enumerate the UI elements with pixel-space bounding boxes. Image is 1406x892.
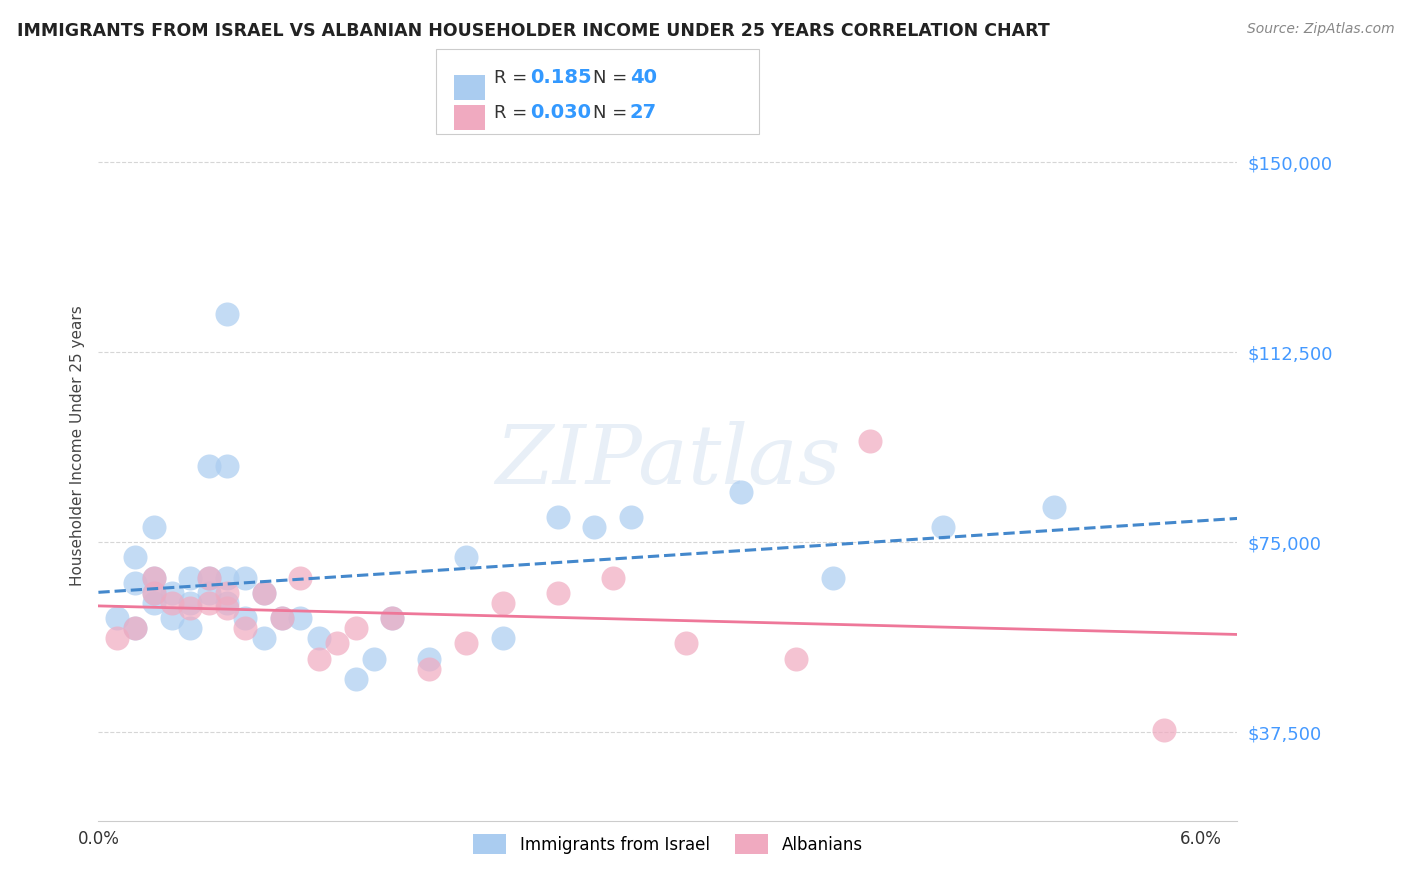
- Point: [271, 611, 294, 625]
- Point: [215, 307, 238, 321]
- Point: [105, 611, 128, 625]
- Point: [418, 662, 440, 676]
- Point: [105, 632, 128, 646]
- Point: [142, 571, 165, 585]
- Point: [235, 621, 257, 635]
- Point: [124, 621, 146, 635]
- Point: [381, 611, 404, 625]
- Point: [215, 571, 238, 585]
- Point: [197, 586, 219, 600]
- Point: [308, 632, 330, 646]
- Point: [381, 611, 404, 625]
- Point: [344, 621, 367, 635]
- Point: [491, 632, 513, 646]
- Point: [197, 459, 219, 474]
- Point: [197, 596, 219, 610]
- Text: 0.185: 0.185: [530, 69, 592, 87]
- Point: [547, 509, 569, 524]
- Point: [547, 586, 569, 600]
- Point: [932, 520, 955, 534]
- Point: [454, 636, 477, 650]
- Point: [124, 550, 146, 565]
- Point: [308, 651, 330, 665]
- Point: [124, 621, 146, 635]
- Point: [583, 520, 606, 534]
- Point: [418, 651, 440, 665]
- Point: [179, 621, 201, 635]
- Y-axis label: Householder Income Under 25 years: Householder Income Under 25 years: [69, 306, 84, 586]
- Point: [823, 571, 845, 585]
- Point: [253, 586, 276, 600]
- Point: [602, 571, 624, 585]
- Point: [363, 651, 385, 665]
- Point: [142, 520, 165, 534]
- Point: [290, 611, 312, 625]
- Text: N =: N =: [593, 69, 633, 87]
- Point: [1042, 500, 1064, 514]
- Point: [142, 586, 165, 600]
- Point: [124, 575, 146, 590]
- Point: [215, 596, 238, 610]
- Point: [491, 596, 513, 610]
- Point: [235, 611, 257, 625]
- Point: [215, 459, 238, 474]
- Point: [675, 636, 697, 650]
- Point: [326, 636, 349, 650]
- Point: [859, 434, 882, 448]
- Point: [253, 632, 276, 646]
- Text: ZIPatlas: ZIPatlas: [495, 421, 841, 501]
- Point: [179, 601, 201, 615]
- Text: 27: 27: [630, 103, 657, 122]
- Text: 40: 40: [630, 69, 657, 87]
- Point: [1153, 723, 1175, 737]
- Point: [271, 611, 294, 625]
- Point: [290, 571, 312, 585]
- Point: [160, 586, 183, 600]
- Point: [454, 550, 477, 565]
- Point: [179, 596, 201, 610]
- Point: [142, 571, 165, 585]
- Point: [142, 596, 165, 610]
- Point: [160, 596, 183, 610]
- Text: N =: N =: [593, 103, 633, 121]
- Text: 0.030: 0.030: [530, 103, 591, 122]
- Point: [730, 484, 752, 499]
- Text: R =: R =: [494, 103, 533, 121]
- Text: IMMIGRANTS FROM ISRAEL VS ALBANIAN HOUSEHOLDER INCOME UNDER 25 YEARS CORRELATION: IMMIGRANTS FROM ISRAEL VS ALBANIAN HOUSE…: [17, 22, 1050, 40]
- Point: [215, 586, 238, 600]
- Text: Source: ZipAtlas.com: Source: ZipAtlas.com: [1247, 22, 1395, 37]
- Point: [197, 571, 219, 585]
- Point: [179, 571, 201, 585]
- Point: [344, 672, 367, 686]
- Point: [197, 571, 219, 585]
- Point: [785, 651, 807, 665]
- Legend: Immigrants from Israel, Albanians: Immigrants from Israel, Albanians: [467, 828, 869, 861]
- Point: [620, 509, 643, 524]
- Point: [215, 601, 238, 615]
- Point: [160, 611, 183, 625]
- Point: [235, 571, 257, 585]
- Point: [253, 586, 276, 600]
- Point: [142, 586, 165, 600]
- Text: R =: R =: [494, 69, 533, 87]
